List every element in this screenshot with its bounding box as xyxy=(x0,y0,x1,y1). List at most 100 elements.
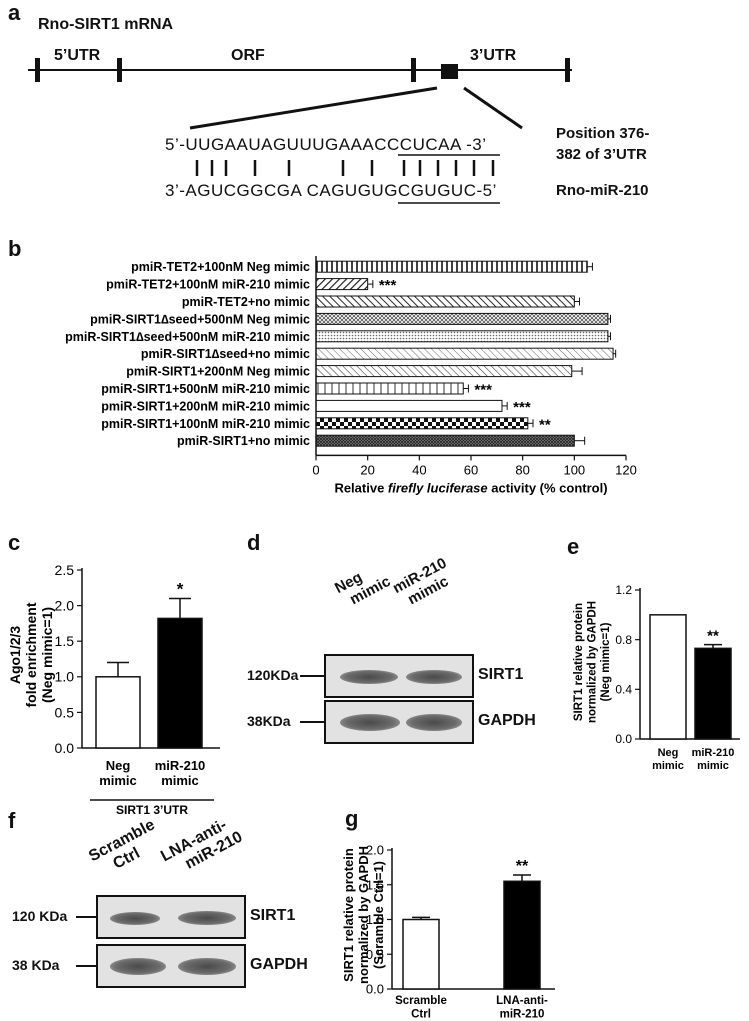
bar xyxy=(315,347,614,360)
y-axis-label-line: (Neg mimic=1) xyxy=(600,622,612,701)
blot-strip xyxy=(96,944,246,988)
category-label: pmiR-SIRT1+200nM Neg mimic xyxy=(126,365,310,379)
y-tick-label: 2.0 xyxy=(366,843,384,858)
category-label: pmiR-TET2+100nM Neg mimic xyxy=(131,260,310,274)
category-label: miR-210 xyxy=(692,747,735,759)
region-5utr: 5’UTR xyxy=(54,47,101,64)
sirt1-protein-chart-g: 0.0 0.5 1.0 1.5 2.0 Scramble Ctrl ** LNA-anti-mi… xyxy=(341,843,555,1021)
protein-name: SIRT1 xyxy=(250,907,296,924)
x-tick-label: 0 xyxy=(312,462,319,477)
bar xyxy=(315,312,609,325)
category-label: pmiR-SIRT1+100nM miR-210 mimic xyxy=(101,417,310,431)
mrna-marker xyxy=(565,58,570,82)
y-axis-label-line: (Scramble Ctrl=1) xyxy=(371,861,386,969)
base-pair-ticks xyxy=(195,160,495,176)
category-label: pmiR-TET2+no mimic xyxy=(182,295,310,309)
y-tick-label: 2.0 xyxy=(55,598,75,614)
zoom-line xyxy=(189,86,438,130)
blot-strip xyxy=(324,654,474,698)
category-label: pmiR-SIRT1∆seed+500nM Neg mimic xyxy=(90,312,310,326)
mrna-title: Rno-SIRT1 mRNA xyxy=(38,16,174,33)
x-tick-label: 100 xyxy=(563,462,585,477)
bar xyxy=(157,617,203,749)
lane-label: Scramble Ctrl xyxy=(86,816,167,882)
position-label-2: 382 of 3’UTR xyxy=(556,146,647,163)
significance-mark: ** xyxy=(707,628,719,645)
category-label: pmiR-SIRT1∆seed+500nM miR-210 mimic xyxy=(65,330,310,344)
category-label: mimic xyxy=(652,760,684,772)
category-label: LNA-anti- xyxy=(496,995,548,1007)
category-label: pmiR-SIRT1∆seed+no mimic xyxy=(141,347,310,361)
luciferase-chart: pmiR-TET2+100nM Neg mimic pmiR-TET2+100nM… xyxy=(65,256,637,495)
lane-label: LNA-anti-miR-210 xyxy=(158,813,246,882)
category-label: Ctrl xyxy=(411,1009,431,1021)
y-tick-label: 1.0 xyxy=(366,912,384,927)
mirna-sequence: 3’-AGUCGGCGA CAGUGUGCGUGUC-5’ xyxy=(165,181,497,200)
protein-band xyxy=(178,958,236,975)
panel-g-letter: g xyxy=(345,806,359,831)
panel-d-letter: d xyxy=(247,530,261,555)
mrna-marker xyxy=(117,58,122,82)
y-tick-label: 0.0 xyxy=(615,732,632,746)
category-label: Scramble xyxy=(395,995,447,1007)
category-label: pmiR-SIRT1+no mimic xyxy=(177,434,310,448)
bar xyxy=(315,417,529,430)
mrna-marker xyxy=(35,58,40,82)
ago-enrichment-chart: 0.00.51.01.52.02.5Negmimic*miR-210mimicA… xyxy=(7,562,220,817)
blot-strip xyxy=(324,700,474,744)
significance-mark: *** xyxy=(474,382,492,399)
x-tick-label: 80 xyxy=(515,462,529,477)
category-label: pmiR-SIRT1+200nM miR-210 mimic xyxy=(101,399,310,413)
bar xyxy=(315,382,464,395)
y-tick-label: 0.4 xyxy=(615,683,632,697)
lane-label: miR-210 mimic xyxy=(390,555,457,612)
binding-site-box xyxy=(441,64,458,79)
sirt1-protein-chart-e: 0.00.40.81.2Negmimic**miR-210mimicSIRT1 … xyxy=(573,583,740,772)
protein-band xyxy=(110,958,166,975)
category-label: miR-210 xyxy=(155,758,206,773)
y-axis-label-line: normalized by GAPDH xyxy=(587,601,599,723)
y-tick-label: 0.0 xyxy=(366,982,384,997)
panel-e-letter: e xyxy=(567,534,580,559)
x-tick-label: 40 xyxy=(412,462,426,477)
region-3utr: 3’UTR xyxy=(470,47,517,64)
bar xyxy=(315,434,575,447)
bar xyxy=(315,278,369,291)
bar xyxy=(315,365,573,378)
position-label-1: Position 376- xyxy=(556,125,650,142)
category-label: mimic xyxy=(99,773,137,788)
y-tick-label: 0.5 xyxy=(366,947,384,962)
zoom-line xyxy=(463,86,523,130)
region-orf: ORF xyxy=(231,47,265,64)
y-tick-label: 0.0 xyxy=(55,740,75,756)
x-axis-label-italic: firefly luciferase xyxy=(388,480,488,495)
protein-band xyxy=(340,714,400,731)
bar xyxy=(315,260,588,273)
protein-band xyxy=(110,912,160,925)
y-axis-label-line: SIRT1 relative protein xyxy=(573,603,585,721)
significance-mark: *** xyxy=(379,277,397,294)
category-label: mimic xyxy=(697,760,729,772)
significance-mark: ** xyxy=(516,858,529,875)
category-label: Neg xyxy=(106,758,131,773)
y-tick-label: 1.0 xyxy=(55,669,75,685)
molecular-weight-marker: 120 KDa xyxy=(12,908,68,924)
y-axis-label: Ago1/2/3fold enrichment(Neg mimic=1) xyxy=(7,602,55,707)
protein-band xyxy=(178,911,236,925)
x-tick-label: 20 xyxy=(360,462,374,477)
significance-mark: ** xyxy=(539,416,551,433)
y-tick-label: 0.8 xyxy=(615,633,632,647)
bar xyxy=(315,330,609,343)
molecular-weight-marker: 38 KDa xyxy=(12,957,60,973)
molecular-weight-marker: 38KDa xyxy=(247,713,291,729)
molecular-weight-marker: 120KDa xyxy=(247,667,299,683)
x-axis-label-pre: Relative xyxy=(334,480,387,495)
marker-tick xyxy=(300,675,324,677)
y-axis-label-line: fold enrichment xyxy=(23,602,39,707)
panel-f-letter: f xyxy=(8,808,16,833)
category-label: pmiR-TET2+100nM miR-210 mimic xyxy=(106,278,310,292)
protein-name: GAPDH xyxy=(478,712,536,729)
marker-tick xyxy=(300,721,324,723)
y-tick-label: 1.5 xyxy=(366,877,384,892)
bar xyxy=(402,918,440,990)
